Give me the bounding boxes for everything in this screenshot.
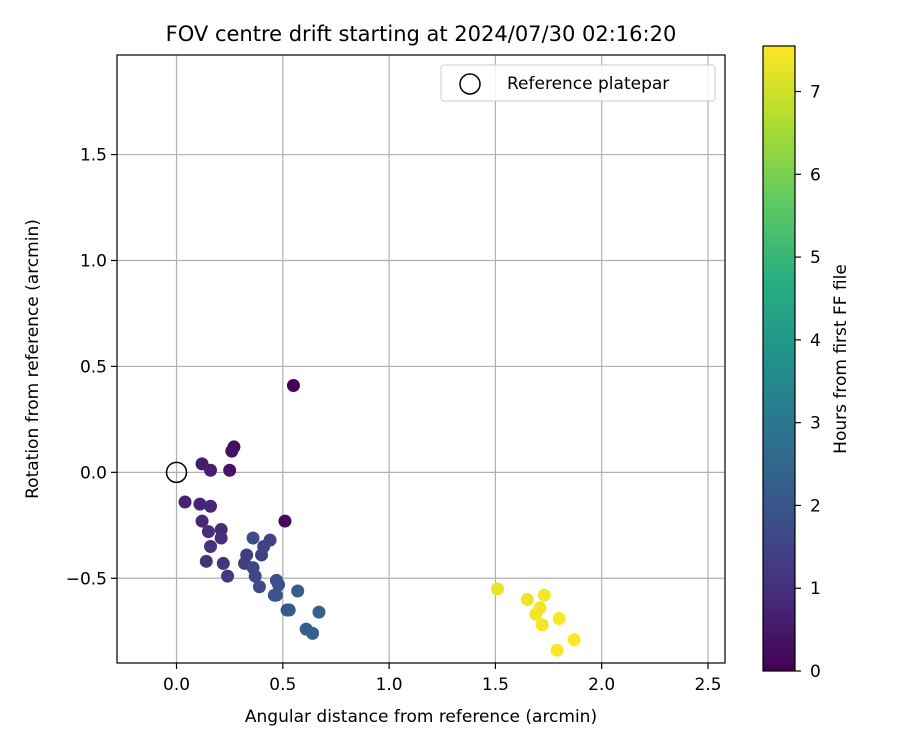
data-point bbox=[240, 548, 254, 562]
data-point bbox=[491, 582, 505, 596]
data-points bbox=[178, 378, 581, 657]
colorbar-tick-label: 0 bbox=[810, 662, 821, 682]
data-point bbox=[221, 569, 235, 583]
colorbar-tick-label: 7 bbox=[810, 83, 821, 103]
y-tick-label: 0.5 bbox=[80, 357, 107, 377]
data-point bbox=[267, 588, 281, 602]
legend-box bbox=[440, 64, 716, 102]
colorbar-ticks: 0 1 2 3 4 5 6 7 bbox=[795, 83, 821, 682]
data-point bbox=[286, 378, 300, 392]
x-tick-label: 2.0 bbox=[588, 675, 615, 695]
reference-platepar-marker bbox=[165, 461, 188, 484]
x-axis-label: Angular distance from reference (arcmin) bbox=[245, 707, 597, 727]
data-point bbox=[520, 592, 534, 606]
legend: Reference platepar bbox=[440, 64, 716, 102]
colorbar-label: Hours from first FF file bbox=[831, 264, 851, 454]
data-point bbox=[178, 495, 192, 509]
x-tick-label: 0.5 bbox=[269, 675, 296, 695]
x-tick-label: 1.5 bbox=[482, 675, 509, 695]
data-point bbox=[533, 601, 547, 615]
x-tick-label: 1.0 bbox=[376, 675, 403, 695]
colorbar bbox=[762, 45, 796, 672]
data-point bbox=[204, 539, 218, 553]
legend-entry-reference: Reference platepar bbox=[507, 74, 669, 94]
colorbar-tick-label: 4 bbox=[810, 331, 821, 351]
colorbar-tick-label: 5 bbox=[810, 248, 821, 268]
x-axis-ticks: 0.0 0.5 1.0 1.5 2.0 2.5 bbox=[163, 663, 722, 695]
data-point bbox=[204, 499, 218, 513]
data-point bbox=[195, 514, 209, 528]
y-axis-ticks: −0.5 0.0 0.5 1.0 1.5 bbox=[66, 146, 117, 589]
data-point bbox=[537, 588, 551, 602]
grid bbox=[117, 55, 725, 663]
colorbar-tick-label: 3 bbox=[810, 414, 821, 434]
data-point bbox=[291, 584, 305, 598]
data-point bbox=[248, 569, 262, 583]
data-point bbox=[550, 643, 564, 657]
y-axis-label: Rotation from reference (arcmin) bbox=[23, 219, 43, 499]
y-tick-label: 0.0 bbox=[80, 463, 107, 483]
plot-frame bbox=[116, 54, 726, 664]
x-tick-label: 2.5 bbox=[694, 675, 721, 695]
colorbar-tick-label: 1 bbox=[810, 579, 821, 599]
data-point bbox=[263, 533, 277, 547]
colorbar-tick-label: 6 bbox=[810, 165, 821, 185]
data-point bbox=[201, 525, 215, 539]
data-point bbox=[204, 463, 218, 477]
y-tick-label: −0.5 bbox=[66, 569, 107, 589]
colorbar-tick-label: 2 bbox=[810, 496, 821, 516]
data-point bbox=[193, 497, 207, 511]
data-point bbox=[552, 612, 566, 626]
data-point bbox=[306, 626, 320, 640]
data-point bbox=[312, 605, 326, 619]
data-point bbox=[252, 580, 266, 594]
data-point bbox=[199, 554, 213, 568]
data-point bbox=[278, 514, 292, 528]
data-point bbox=[272, 578, 286, 592]
data-point bbox=[225, 444, 239, 458]
y-tick-label: 1.0 bbox=[80, 251, 107, 271]
data-point bbox=[246, 531, 260, 545]
data-point bbox=[214, 531, 228, 545]
x-tick-label: 0.0 bbox=[163, 675, 190, 695]
data-point bbox=[282, 603, 296, 617]
data-point bbox=[567, 633, 581, 647]
legend-marker-icon bbox=[459, 73, 481, 95]
y-tick-label: 1.5 bbox=[80, 146, 107, 166]
data-point bbox=[223, 463, 237, 477]
chart-title: FOV centre drift starting at 2024/07/30 … bbox=[166, 22, 677, 46]
data-point bbox=[216, 556, 230, 570]
data-point bbox=[535, 618, 549, 632]
